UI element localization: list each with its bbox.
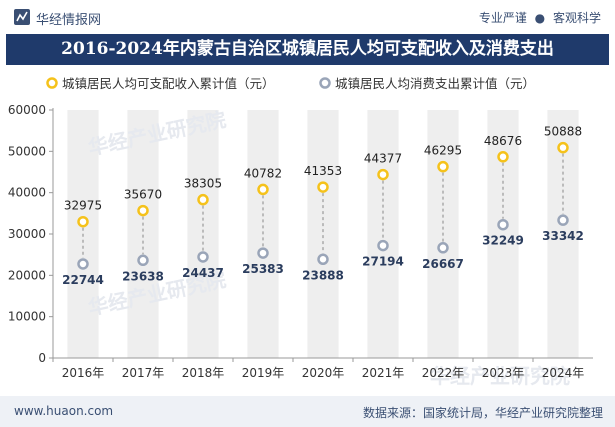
consumption-data-label: 27194 [362,255,404,269]
income-data-label: 44377 [364,152,402,166]
header-bar: 华经情报网 专业严谨 ● 客观科学 [0,0,615,34]
income-data-label: 35670 [124,188,162,202]
consumption-point [197,251,209,263]
income-data-label: 48676 [484,134,522,148]
consumption-point [137,254,149,267]
y-tick-label: 20000 [8,268,46,282]
watermark-text: 华经产业研究院 [430,364,570,388]
consumption-point [497,218,509,231]
income-data-label: 40782 [244,166,282,180]
income-point [557,141,569,154]
footer-source: 数据来源：国家统计局，华经产业研究院整理 [362,406,603,420]
legend-label-consumption: 城镇居民人均消费支出累计值（元） [335,76,535,91]
x-tick-label: 2023年 [482,366,525,380]
x-tick-label: 2018年 [182,366,225,380]
legend-marker-consumption [319,77,331,89]
legend-marker-income [46,77,58,89]
x-tick-label: 2020年 [302,366,345,380]
income-data-label: 32975 [64,199,102,213]
income-point [497,151,509,163]
income-data-label: 50888 [544,125,582,139]
chart-title: 2016-2024年内蒙古自治区城镇居民人均可支配收入及消费支出 [6,34,609,65]
income-point [197,193,209,206]
income-point [77,215,89,228]
x-tick-label: 2017年 [122,366,165,380]
footer-url: www.huaon.com [14,404,114,418]
tagline-b: 客观科学 [552,11,601,25]
chart-svg: 城镇居民人均可支配收入累计值（元） 城镇居民人均消费支出累计值（元） 华经产业研究院… [8,76,593,388]
x-tick-label: 2019年 [242,366,285,380]
consumption-point [257,247,269,259]
income-data-label: 38305 [184,177,222,191]
x-tick-label: 2022年 [422,366,465,380]
brand-name: 华经情报网 [36,13,102,28]
consumption-data-label: 24437 [182,266,224,280]
consumption-data-label: 23638 [122,269,164,283]
category-band [187,110,219,358]
income-point [317,181,329,193]
x-tick-label: 2024年 [542,366,585,380]
footer-bar: www.huaon.com 数据来源：国家统计局，华经产业研究院整理 [0,396,615,427]
consumption-data-label: 33342 [542,229,584,243]
consumption-point [377,239,389,252]
category-band [127,110,159,358]
category-band [367,110,399,358]
consumption-data-label: 23888 [302,268,344,282]
income-data-label: 46295 [424,144,462,158]
y-tick-label: 60000 [8,103,46,117]
chart-area: 城镇居民人均可支配收入累计值（元） 城镇居民人均消费支出累计值（元） 华经产业研究院… [0,65,615,392]
consumption-point [437,242,449,254]
tagline-separator: ● [534,11,546,25]
y-tick-label: 0 [38,351,46,365]
income-point [257,183,269,196]
y-tick-label: 10000 [8,310,46,324]
consumption-point [77,258,89,270]
consumption-point [317,253,329,266]
consumption-point [557,214,569,226]
y-tick-label: 40000 [8,186,46,200]
consumption-data-label: 32249 [482,234,524,248]
category-band [307,110,339,358]
income-point [137,204,149,217]
income-point [377,168,389,181]
logo-icon [14,9,30,25]
tagline: 专业严谨 ● 客观科学 [479,9,601,26]
consumption-data-label: 25383 [242,262,284,276]
y-tick-label: 30000 [8,227,46,241]
consumption-data-label: 26667 [422,257,464,271]
consumption-data-label: 22744 [62,273,104,287]
x-tick-label: 2021年 [362,366,405,380]
y-tick-label: 50000 [8,144,46,158]
legend-label-income: 城镇居民人均可支配收入累计值（元） [62,76,275,91]
x-tick-label: 2016年 [62,366,105,380]
tagline-a: 专业严谨 [478,11,527,25]
income-point [437,160,449,173]
income-data-label: 41353 [304,164,342,178]
